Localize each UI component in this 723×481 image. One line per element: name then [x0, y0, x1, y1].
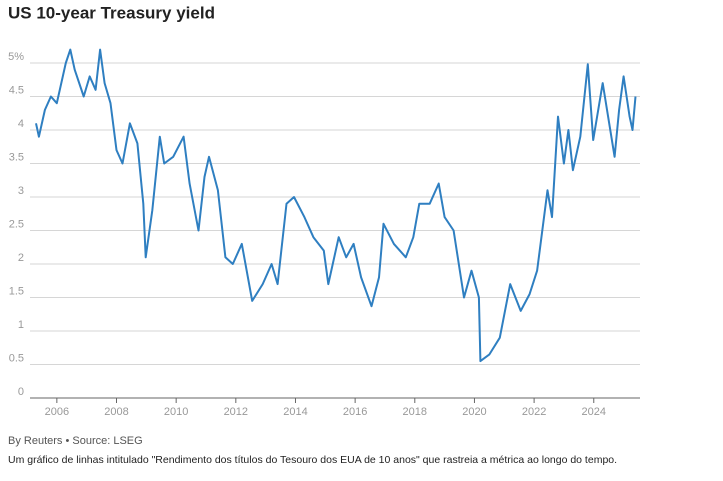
y-tick-label: 4	[18, 118, 24, 130]
source: By Reuters • Source: LSEG	[8, 435, 143, 447]
y-tick-label: 3.5	[9, 151, 24, 163]
x-tick-label: 2018	[403, 406, 427, 418]
y-tick-label: 2	[18, 252, 24, 264]
y-tick-label: 5%	[8, 51, 24, 63]
x-tick-label: 2024	[582, 406, 606, 418]
x-tick-label: 2016	[343, 406, 367, 418]
y-tick-label: 0.5	[9, 352, 24, 364]
x-tick-label: 2020	[462, 406, 486, 418]
y-tick-label: 0	[18, 386, 24, 398]
y-tick-label: 1.5	[9, 285, 24, 297]
x-tick-label: 2006	[45, 406, 69, 418]
x-tick-label: 2012	[224, 406, 248, 418]
y-tick-label: 2.5	[9, 218, 24, 230]
y-tick-label: 1	[18, 319, 24, 331]
x-tick-label: 2010	[164, 406, 188, 418]
description: Um gráfico de linhas intitulado "Rendime…	[8, 454, 617, 466]
line	[35, 48, 637, 363]
chart-title: US 10-year Treasury yield	[8, 3, 215, 22]
y-tick-label: 3	[18, 185, 24, 197]
x-tick-label: 2022	[522, 406, 546, 418]
x-tick-label: 2008	[104, 406, 128, 418]
x-tick-label: 2014	[283, 406, 307, 418]
y-tick-label: 4.5	[9, 84, 24, 96]
